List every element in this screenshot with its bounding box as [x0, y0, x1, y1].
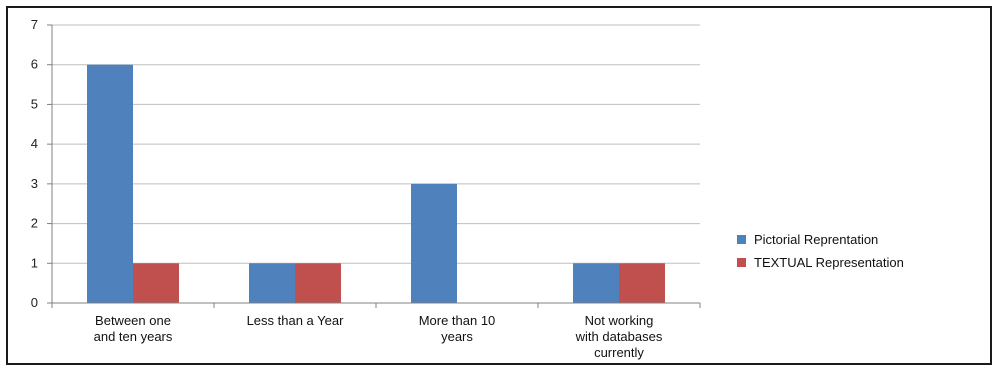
legend-label-pictorial: Pictorial Reprentation — [754, 232, 878, 247]
axes — [51, 25, 701, 308]
x-category-label-line: More than 10 — [419, 313, 496, 328]
x-category-label-line: currently — [594, 345, 644, 360]
x-category-label-line: with databases — [575, 329, 663, 344]
y-tick-label: 3 — [31, 176, 38, 191]
x-category-label-line: and ten years — [94, 329, 173, 344]
y-tick-label: 0 — [31, 295, 38, 310]
y-tick-label: 6 — [31, 57, 38, 72]
legend-swatch-pictorial — [737, 235, 746, 244]
bar-textual-3 — [619, 263, 665, 303]
y-tick-label: 7 — [31, 17, 38, 32]
bar-textual-1 — [295, 263, 341, 303]
bars — [87, 64, 665, 303]
x-category-label-line: years — [441, 329, 473, 344]
gridlines — [52, 24, 700, 264]
x-category-label-line: Not working — [585, 313, 654, 328]
bar-pictorial-0 — [87, 64, 133, 303]
x-category-label: Less than a Year — [247, 313, 345, 328]
legend: Pictorial Reprentation TEXTUAL Representa… — [737, 232, 904, 270]
bar-pictorial-1 — [249, 263, 295, 303]
x-axis-labels: Between one and ten years Less than a Year… — [94, 313, 663, 360]
y-tick-label: 4 — [31, 136, 38, 151]
y-axis-ticks: 0 1 2 3 4 5 6 7 — [31, 17, 52, 310]
x-category-label-line: Between one — [95, 313, 171, 328]
y-tick-label: 2 — [31, 216, 38, 231]
x-category-label-line: Less than a Year — [247, 313, 345, 328]
y-tick-label: 5 — [31, 96, 38, 111]
legend-label-textual: TEXTUAL Representation — [754, 255, 904, 270]
x-category-label: More than 10 years — [419, 313, 496, 344]
x-category-label: Between one and ten years — [94, 313, 173, 344]
bar-textual-0 — [133, 263, 179, 303]
chart-frame — [6, 6, 992, 365]
bar-pictorial-3 — [573, 263, 619, 303]
legend-swatch-textual — [737, 258, 746, 267]
x-category-label: Not working with databases currently — [575, 313, 663, 360]
y-tick-label: 1 — [31, 255, 38, 270]
bar-pictorial-2 — [411, 183, 457, 303]
